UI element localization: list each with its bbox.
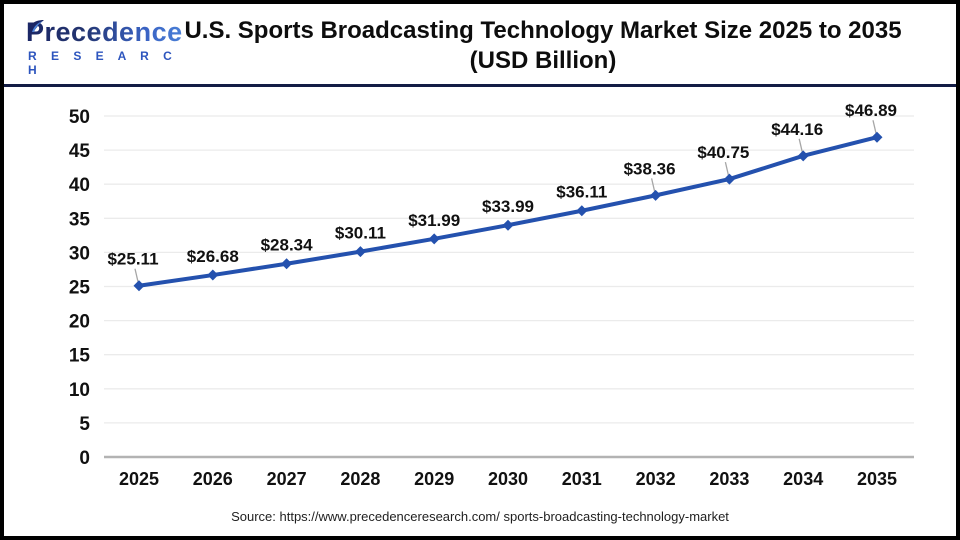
y-tick-label: 15 xyxy=(69,346,91,367)
data-point-label: $31.99 xyxy=(408,211,460,230)
y-tick-label: 5 xyxy=(79,414,90,435)
logo: Precedence R E S E A R C H xyxy=(26,17,186,77)
y-tick-label: 0 xyxy=(79,448,90,469)
y-tick-label: 40 xyxy=(69,175,90,196)
data-point-label: $28.34 xyxy=(261,236,314,255)
logo-wordmark: Precedence xyxy=(26,17,186,47)
y-tick-label: 25 xyxy=(69,278,91,299)
label-leader-line xyxy=(724,161,730,176)
data-point-label: $36.11 xyxy=(556,183,607,202)
x-tick-label: 2034 xyxy=(783,469,823,489)
data-point-label: $26.68 xyxy=(187,247,239,266)
data-point-marker xyxy=(133,280,145,292)
market-size-line-chart: 0 5 10 15 20 25 30 35 40 45 50 2025 2026 2027 2028 2029… xyxy=(4,87,956,507)
chart-title: U.S. Sports Broadcasting Technology Mark… xyxy=(134,16,952,76)
header-divider xyxy=(4,84,956,87)
y-tick-label: 35 xyxy=(69,209,91,230)
y-tick-label: 45 xyxy=(69,141,91,162)
data-point-marker xyxy=(354,246,366,258)
header: Precedence R E S E A R C H U.S. Sports B… xyxy=(4,4,956,84)
y-tick-label: 10 xyxy=(69,380,90,401)
data-point-marker xyxy=(502,219,514,231)
x-tick-label: 2033 xyxy=(709,469,749,489)
data-point-marker xyxy=(723,173,735,185)
data-point-marker xyxy=(576,205,588,217)
x-tick-label: 2031 xyxy=(562,469,602,489)
data-point-label: $44.16 xyxy=(771,120,823,139)
label-leader-line xyxy=(872,120,877,134)
x-tick-label: 2035 xyxy=(857,469,897,489)
x-tick-label: 2029 xyxy=(414,469,454,489)
data-point-marker xyxy=(207,269,219,281)
chart-title-line1: U.S. Sports Broadcasting Technology Mark… xyxy=(184,17,902,44)
source-text: Source: https://www.precedenceresearch.c… xyxy=(231,509,729,524)
label-leader-line xyxy=(134,268,139,282)
y-tick-label: 50 xyxy=(69,107,90,128)
data-point-label: $33.99 xyxy=(482,197,534,216)
data-point-label: $38.36 xyxy=(624,159,676,178)
x-tick-label: 2028 xyxy=(340,469,380,489)
label-leader-line xyxy=(798,138,803,152)
logo-secondary-text: R E S E A R C H xyxy=(28,49,178,77)
x-tick-label: 2026 xyxy=(193,469,233,489)
x-tick-label: 2030 xyxy=(488,469,528,489)
data-point-marker xyxy=(428,233,440,245)
data-point-marker xyxy=(797,150,809,162)
x-tick-label: 2032 xyxy=(636,469,676,489)
leaf-icon xyxy=(27,11,45,41)
data-point-label: $46.89 xyxy=(845,101,897,120)
y-tick-label: 30 xyxy=(69,243,90,264)
y-tick-label: 20 xyxy=(69,312,90,333)
data-point-label: $40.75 xyxy=(697,143,749,162)
data-point-marker xyxy=(281,258,293,270)
x-tick-label: 2025 xyxy=(119,469,159,489)
data-point-marker xyxy=(871,131,883,143)
chart-title-line2: (USD Billion) xyxy=(469,47,617,74)
data-point-label: $25.11 xyxy=(107,250,158,269)
data-point-label: $30.11 xyxy=(335,224,386,243)
label-leader-line xyxy=(650,178,656,192)
data-point-marker xyxy=(650,189,662,201)
x-tick-label: 2027 xyxy=(267,469,307,489)
